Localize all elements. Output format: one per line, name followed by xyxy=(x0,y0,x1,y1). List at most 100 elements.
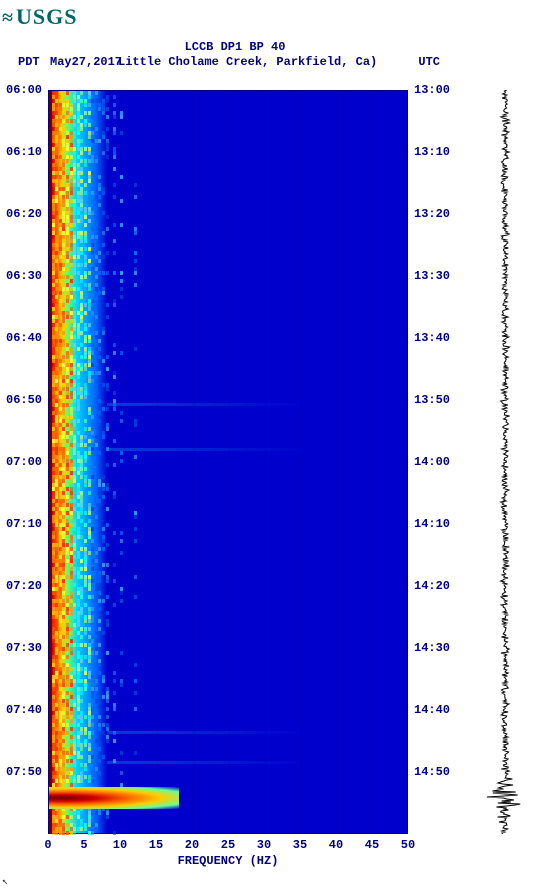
spectrogram-cell xyxy=(88,675,91,679)
spectrogram-smear xyxy=(107,448,309,451)
spectrogram-cell xyxy=(134,663,137,667)
spectrogram-cell xyxy=(98,139,101,143)
spectrogram-cell xyxy=(66,683,69,687)
spectrogram-cell xyxy=(62,591,65,595)
y-tick-left: 06:00 xyxy=(6,83,42,97)
spectrogram-cell xyxy=(106,115,109,119)
y-tick-left: 06:20 xyxy=(6,207,42,221)
spectrogram-cell xyxy=(88,439,91,443)
spectrogram-cell xyxy=(102,695,105,699)
spectrogram-cell xyxy=(80,747,83,751)
spectrogram-cell xyxy=(59,763,62,767)
spectrogram-cell xyxy=(73,507,76,511)
spectrogram-cell xyxy=(134,527,137,531)
spectrogram-cell xyxy=(106,543,109,547)
spectrogram-cell xyxy=(66,275,69,279)
spectrogram-cell xyxy=(113,531,116,535)
spectrogram-cell xyxy=(98,499,101,503)
spectrogram-cell xyxy=(70,199,73,203)
spectrogram-cell xyxy=(80,171,83,175)
spectrogram-cell xyxy=(80,635,83,639)
spectrogram-cell xyxy=(55,819,58,823)
spectrogram-cell xyxy=(66,119,69,123)
spectrogram-cell xyxy=(62,367,65,371)
spectrogram-cell xyxy=(106,595,109,599)
spectrogram-cell xyxy=(102,271,105,275)
spectrogram-cell xyxy=(59,195,62,199)
spectrogram-cell xyxy=(88,151,91,155)
y-tick-right: 13:20 xyxy=(414,207,450,221)
spectrogram-cell xyxy=(102,359,105,363)
spectrogram-cell xyxy=(66,575,69,579)
spectrogram-cell xyxy=(73,723,76,727)
spectrogram-cell xyxy=(62,255,65,259)
spectrogram-cell xyxy=(113,223,116,227)
spectrogram-cell xyxy=(102,475,105,479)
spectrogram-cell xyxy=(62,303,65,307)
y-tick-left: 07:00 xyxy=(6,455,42,469)
spectrogram-cell xyxy=(134,271,137,275)
spectrogram-cell xyxy=(134,251,137,255)
spectrogram-smear xyxy=(107,403,309,406)
spectrogram-cell xyxy=(91,679,94,683)
x-tick-label: 50 xyxy=(401,838,415,852)
spectrogram-cell xyxy=(95,679,98,683)
y-tick-right: 13:50 xyxy=(414,393,450,407)
spectrogram-cell xyxy=(84,743,87,747)
y-tick-left: 07:20 xyxy=(6,579,42,593)
spectrogram-cell xyxy=(120,115,123,119)
spectrogram-cell xyxy=(52,411,55,415)
spectrogram-cell xyxy=(70,479,73,483)
spectrogram-cell xyxy=(106,563,109,567)
spectrogram-cell xyxy=(77,311,80,315)
spectrogram-cell xyxy=(73,583,76,587)
spectrogram-cell xyxy=(106,579,109,583)
spectrogram-cell xyxy=(80,127,83,131)
spectrogram-cell xyxy=(134,539,137,543)
spectrogram-cell xyxy=(113,303,116,307)
spectrogram-cell xyxy=(66,611,69,615)
spectrogram-cell xyxy=(62,635,65,639)
spectrogram-cell xyxy=(77,555,80,559)
spectrogram-cell xyxy=(88,339,91,343)
spectrogram-cell xyxy=(120,175,123,179)
spectrogram-cell xyxy=(59,659,62,663)
spectrogram-cell xyxy=(77,715,80,719)
gridline-vertical xyxy=(157,91,158,833)
spectrogram-cell xyxy=(106,427,109,431)
spectrogram-cell xyxy=(55,407,58,411)
spectrogram-cell xyxy=(134,283,137,287)
spectrogram-cell xyxy=(62,147,65,151)
spectrogram-cell xyxy=(84,539,87,543)
spectrogram-cell xyxy=(80,395,83,399)
spectrogram-cell xyxy=(59,823,62,827)
spectrogram-cell xyxy=(91,623,94,627)
spectrogram-cell xyxy=(73,347,76,351)
spectrogram-cell xyxy=(106,315,109,319)
spectrogram-cell xyxy=(77,503,80,507)
spectrogram-cell xyxy=(73,99,76,103)
spectrogram-cell xyxy=(106,623,109,627)
spectrogram-cell xyxy=(88,103,91,107)
spectrogram-cell xyxy=(62,411,65,415)
spectrogram-cell xyxy=(59,331,62,335)
spectrogram-cell xyxy=(62,711,65,715)
spectrogram-cell xyxy=(66,423,69,427)
spectrogram-cell xyxy=(91,439,94,443)
spectrogram-cell xyxy=(66,715,69,719)
spectrogram-cell xyxy=(77,471,80,475)
spectrogram-cell xyxy=(102,563,105,567)
spectrogram-cell xyxy=(134,691,137,695)
spectrogram-cell xyxy=(77,271,80,275)
spectrogram-cell xyxy=(91,251,94,255)
spectrogram-cell xyxy=(80,763,83,767)
spectrogram-cell xyxy=(70,415,73,419)
spectrogram-cell xyxy=(77,407,80,411)
spectrogram-cell xyxy=(95,631,98,635)
spectrogram-cell xyxy=(84,631,87,635)
spectrogram-cell xyxy=(77,515,80,519)
spectrogram-cell xyxy=(77,495,80,499)
spectrogram-cell xyxy=(95,127,98,131)
spectrogram-cell xyxy=(106,147,109,151)
spectrogram-cell xyxy=(70,371,73,375)
